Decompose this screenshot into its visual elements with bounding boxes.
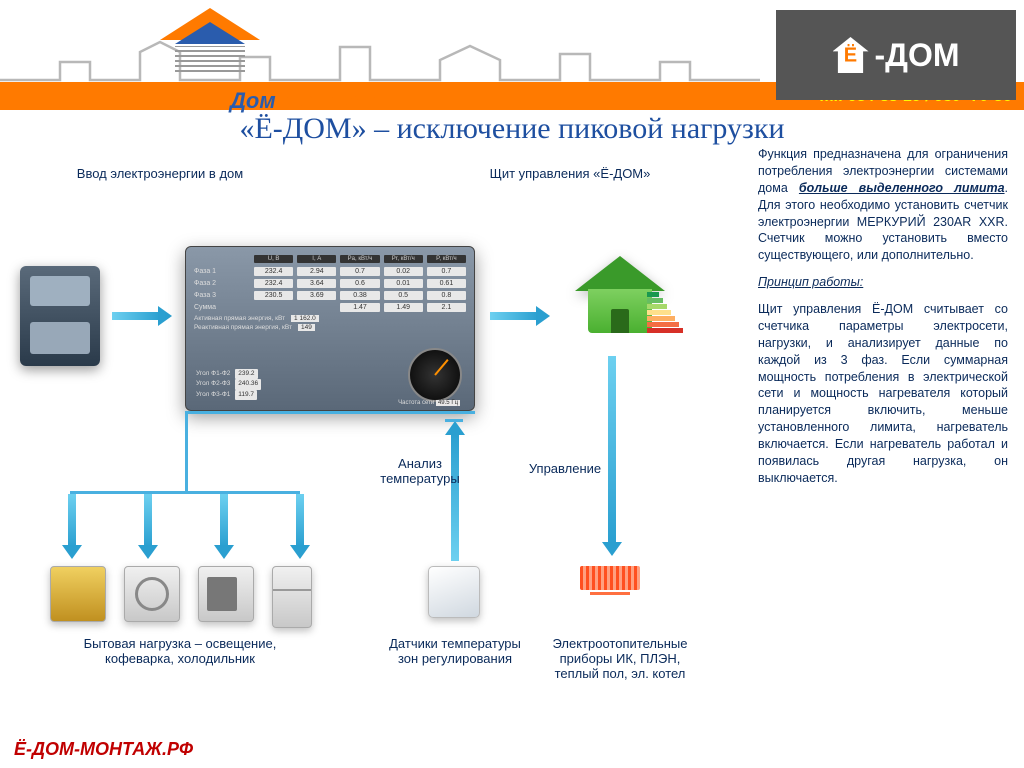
control-panel: U, ВI, АPa, кВт/чPr, кВт/чP, кВт/ч Фаза … [185,246,475,411]
label-sensors: Датчики температуры зон регулирования [385,636,525,666]
page-title: «Ё-ДОМ» – исключение пиковой нагрузки [0,112,1024,146]
description: Функция предназначена для ограничения по… [758,146,1008,497]
arrow-icon [138,494,158,559]
panel-headers: U, ВI, АPa, кВт/чPr, кВт/чP, кВт/ч [254,255,466,263]
arrow-icon [490,306,550,326]
skyline-graphic [0,32,760,82]
sensor-icon [428,566,480,618]
arrow-icon [112,306,172,326]
connector [445,419,463,422]
appliance-row [50,566,312,628]
label-heaters: Электроотопительные приборы ИК, ПЛЭН, те… [545,636,695,681]
connector [185,411,475,414]
desc-p1: Функция предназначена для ограничения по… [758,146,1008,264]
stove-icon [50,566,106,622]
label-panel: Щит управления «Ё-ДОМ» [480,166,660,181]
label-meter: Ввод электроэнергии в дом [70,166,250,181]
smart-house-icon [565,256,675,346]
arrow-icon [290,494,310,559]
connector [185,411,188,491]
brand-subtitle: Дом Монтаж [230,88,375,114]
microwave-icon [198,566,254,622]
arrow-icon [445,421,465,561]
washer-icon [124,566,180,622]
label-control: Управление [520,461,610,476]
desc-p2: Щит управления Ё-ДОМ считывает со счетчи… [758,301,1008,487]
connector [70,491,300,494]
header: Дом Монтаж т.: 954-88-19 / 930- 70-56 -Д… [0,0,1024,110]
content: Ввод электроэнергии в дом Щит управления… [0,146,1024,746]
gauge-icon [408,348,462,402]
logo-right: -ДОМ [776,10,1016,100]
label-appliances: Бытовая нагрузка – освещение, кофеварка,… [60,636,300,666]
arrow-icon [214,494,234,559]
arrow-icon [602,356,622,556]
electric-meter-icon [20,266,100,366]
fridge-icon [272,566,312,628]
desc-p2-header: Принцип работы: [758,274,1008,291]
label-analysis: Анализ температуры [370,456,470,486]
arrow-icon [62,494,82,559]
heater-icon [580,566,640,590]
logo-main [150,8,270,88]
footer-url: Ё-ДОМ-МОНТАЖ.РФ [14,739,193,760]
diagram: Ввод электроэнергии в дом Щит управления… [0,146,750,746]
house-icon [833,37,869,73]
